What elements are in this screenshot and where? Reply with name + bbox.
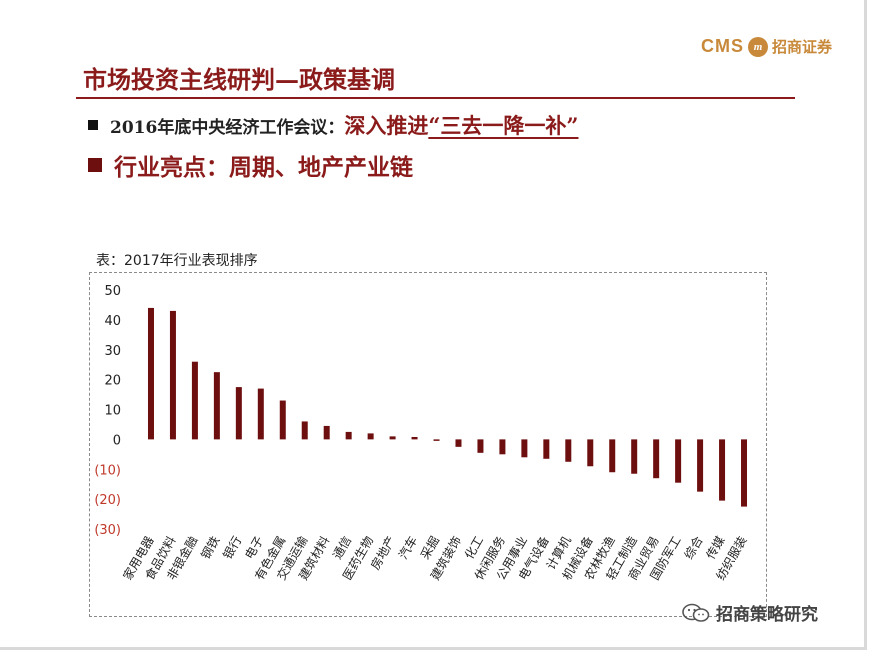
- y-tick-label: (20): [94, 493, 121, 508]
- bar-24: [675, 439, 682, 483]
- wechat-icon: [682, 603, 710, 622]
- watermark-text: 招商策略研究: [716, 605, 818, 625]
- bar-14: [455, 439, 462, 447]
- y-tick-label: 30: [104, 344, 121, 359]
- bar-4: [235, 387, 242, 440]
- x-tick-label: 钢铁: [198, 534, 222, 562]
- y-tick-label: 40: [104, 314, 121, 329]
- page-title: 市场投资主线研判—政策基调: [83, 65, 395, 94]
- bar-7: [301, 421, 308, 440]
- y-tick-label: 20: [104, 374, 121, 389]
- bar-8: [323, 425, 330, 440]
- bullet-policy: 2016年底中央经济工作会议： 深入推进 “三去一降一补”: [88, 110, 579, 140]
- bar-15: [477, 439, 484, 453]
- bar-26: [719, 439, 726, 501]
- bar-9: [345, 431, 352, 440]
- bar-13: [433, 439, 440, 441]
- bar-16: [499, 439, 506, 455]
- bar-23: [653, 439, 660, 479]
- bullet-square-icon: [88, 158, 102, 172]
- bar-3: [213, 372, 220, 440]
- y-tick-label: (30): [94, 523, 121, 538]
- watermark: 招商策略研究: [682, 600, 818, 625]
- bullet-policy-quote: “三去一降一补”: [428, 113, 579, 138]
- bar-12: [411, 436, 418, 440]
- bar-2: [191, 361, 198, 440]
- x-tick-label: 汽车: [395, 533, 420, 561]
- logo-badge-icon: m: [747, 36, 768, 57]
- chart-container: [89, 272, 767, 617]
- bar-17: [521, 439, 528, 458]
- x-tick-label: 综合: [681, 533, 706, 561]
- bar-20: [587, 439, 594, 467]
- bar-5: [257, 388, 264, 440]
- bar-10: [367, 433, 374, 440]
- bar-21: [609, 439, 616, 473]
- bullet-highlight: 行业亮点：周期、地产产业链: [88, 148, 413, 182]
- bar-11: [389, 436, 396, 440]
- y-tick-label: 10: [104, 404, 121, 419]
- logo-cms-text: CMS: [700, 36, 744, 56]
- bar-18: [543, 439, 550, 459]
- bar-6: [279, 400, 286, 440]
- logo-cn-text: 招商证券: [771, 38, 832, 56]
- y-tick-label: 0: [113, 433, 121, 448]
- bar-19: [565, 439, 572, 462]
- bullet-highlight-text: 行业亮点：周期、地产产业链: [114, 154, 413, 181]
- bar-22: [631, 439, 638, 474]
- bullet-square-icon: [88, 120, 98, 130]
- x-tick-label: 银行: [220, 534, 244, 562]
- y-tick-label: 50: [104, 284, 121, 299]
- cms-logo: CMS m 招商证券: [701, 36, 832, 57]
- bullet-policy-prefix: 2016年底中央经济工作会议：: [110, 117, 345, 138]
- bar-25: [697, 439, 704, 492]
- chart-caption: 表：2017年行业表现排序: [96, 253, 258, 269]
- bar-1: [169, 310, 176, 440]
- bar-27: [741, 439, 748, 507]
- bullet-policy-emphasis: 深入推进: [344, 113, 429, 138]
- bar-0: [147, 307, 154, 440]
- title-divider: [76, 97, 795, 99]
- y-tick-label: (10): [94, 463, 121, 478]
